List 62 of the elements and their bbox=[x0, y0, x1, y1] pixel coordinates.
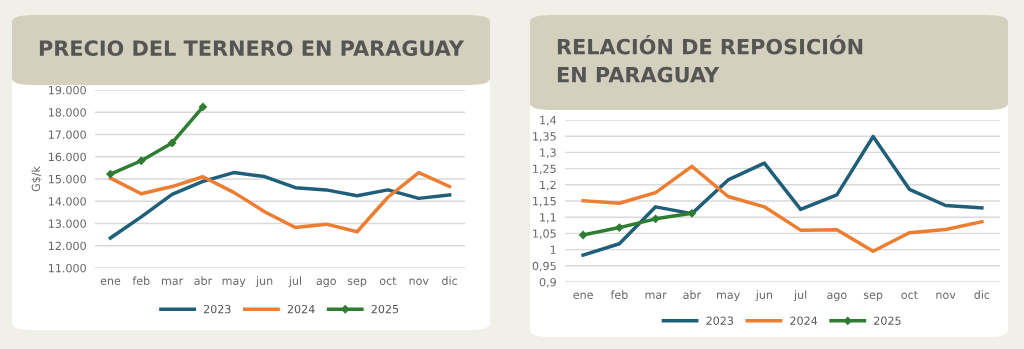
y-tick-label: 14.000 bbox=[49, 197, 86, 206]
point bbox=[615, 223, 624, 232]
x-tick-label: mar bbox=[161, 278, 184, 285]
legend-label: 2024 bbox=[790, 316, 818, 325]
y-tick-label: 1,25 bbox=[533, 164, 556, 175]
y-tick-label: 1,05 bbox=[533, 229, 556, 239]
x-tick-label: mar bbox=[645, 292, 667, 299]
legend-label: 2023 bbox=[706, 316, 734, 325]
point bbox=[198, 102, 208, 112]
legend-label: 2024 bbox=[287, 304, 315, 314]
line-series bbox=[581, 134, 984, 257]
x-tick-label: abr bbox=[683, 290, 702, 299]
x-tick-label: dic bbox=[442, 276, 458, 285]
x-tick-label: ago bbox=[827, 292, 847, 302]
point bbox=[167, 138, 177, 148]
point bbox=[651, 214, 660, 223]
y-tick-label: 16.000 bbox=[49, 152, 86, 162]
y-tick-label: 11.000 bbox=[49, 263, 86, 273]
y-tick-label: 15.000 bbox=[49, 174, 86, 184]
x-tick-label: ene bbox=[100, 278, 121, 285]
x-tick-label: feb bbox=[610, 290, 628, 299]
y-tick-label: 12.000 bbox=[49, 241, 86, 251]
x-tick-label: feb bbox=[132, 276, 150, 285]
x-tick-label: nov bbox=[409, 278, 429, 285]
y-tick-label: 1,1 bbox=[540, 213, 556, 223]
x-tick-label: ago bbox=[316, 278, 336, 288]
x-tick-label: jul bbox=[793, 290, 807, 302]
chart-title: RELACIÓN DE REPOSICIÓN EN PARAGUAY bbox=[557, 34, 863, 83]
y-tick-label: 19.000 bbox=[49, 85, 86, 95]
x-tick-label: ene bbox=[573, 292, 593, 299]
y-tick-label: 1 bbox=[550, 245, 556, 254]
legend-label: 2025 bbox=[371, 304, 399, 314]
x-tick-label: may bbox=[222, 278, 246, 288]
x-tick-label: dic bbox=[974, 290, 990, 299]
point bbox=[106, 169, 115, 179]
x-tick-label: may bbox=[717, 292, 740, 302]
x-tick-label: jun bbox=[255, 276, 273, 288]
x-tick-label: sep bbox=[863, 292, 883, 302]
y-tick-label: 17.000 bbox=[49, 130, 86, 139]
legend-label: 2023 bbox=[203, 304, 231, 314]
chart-title: PRECIO DEL TERNERO EN PARAGUAY bbox=[39, 40, 465, 57]
x-tick-label: oct bbox=[901, 290, 918, 299]
line-series bbox=[581, 164, 984, 253]
x-tick-label: sep bbox=[347, 278, 367, 288]
x-tick-label: abr bbox=[194, 276, 213, 285]
y-tick-label: 1,3 bbox=[540, 148, 556, 158]
x-tick-label: oct bbox=[379, 276, 397, 285]
y-tick-label: 0,9 bbox=[539, 277, 556, 288]
y-tick-label: 1,2 bbox=[540, 180, 556, 191]
x-tick-label: jul bbox=[288, 276, 301, 288]
y-tick-label: 0,95 bbox=[532, 261, 556, 272]
x-tick-label: nov bbox=[936, 292, 956, 299]
y-tick-label: 13.000 bbox=[49, 219, 86, 228]
y-tick-label: 1,35 bbox=[533, 132, 556, 142]
legend-label: 2025 bbox=[874, 316, 901, 325]
point bbox=[137, 156, 146, 165]
y-axis-title: G$/k bbox=[31, 166, 42, 192]
point bbox=[578, 230, 588, 240]
y-tick-label: 1,4 bbox=[540, 116, 557, 126]
y-tick-label: 1,15 bbox=[533, 197, 556, 207]
y-tick-label: 18.000 bbox=[49, 108, 86, 117]
x-tick-label: jun bbox=[755, 290, 773, 302]
